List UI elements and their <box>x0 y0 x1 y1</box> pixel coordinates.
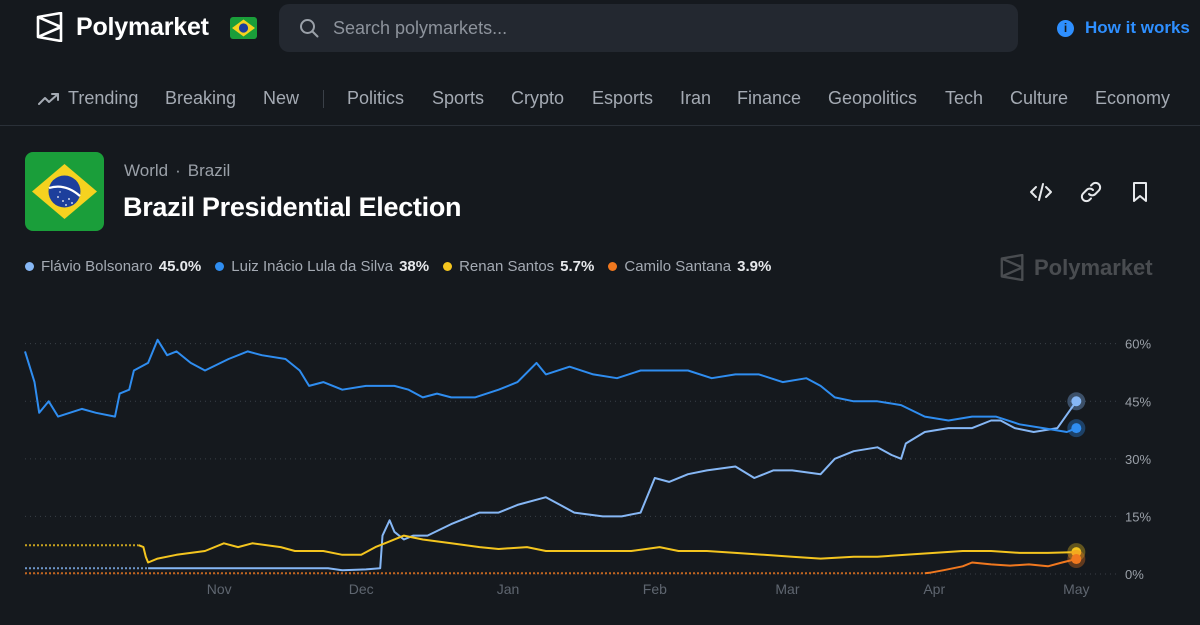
polymarket-logo-icon <box>1000 254 1024 281</box>
nav-item-tech[interactable]: Tech <box>945 88 984 108</box>
legend-name: Flávio Bolsonaro <box>41 258 153 275</box>
y-tick-label: 60% <box>1125 337 1151 352</box>
nav-divider <box>323 90 324 108</box>
y-tick-label: 0% <box>1125 567 1144 582</box>
chart-legend: Flávio Bolsonaro 45.0% Luiz Inácio Lula … <box>25 258 785 275</box>
series-line <box>24 338 1077 433</box>
top-bar: Polymarket i How it works <box>0 0 1200 60</box>
brazil-flag-icon <box>230 17 257 39</box>
series-end-marker <box>1071 396 1082 407</box>
legend-dot <box>608 262 618 271</box>
breadcrumb-world[interactable]: World <box>124 161 169 180</box>
watermark: Polymarket <box>1000 254 1153 281</box>
page-title: Brazil Presidential Election <box>123 192 462 222</box>
polymarket-logo-icon <box>36 12 63 42</box>
trending-icon <box>38 92 59 105</box>
nav-item-trending[interactable]: Trending <box>38 88 138 109</box>
nav-item-politics[interactable]: Politics <box>347 88 405 108</box>
series-end-marker <box>1071 554 1082 565</box>
price-chart[interactable]: 60% 45% 30% 15% 0% Nov Dec Jan Feb Mar Apr May <box>0 300 1200 625</box>
x-tick-label: Nov <box>207 581 232 597</box>
series-line <box>924 558 1077 575</box>
x-tick-label: Dec <box>349 581 374 597</box>
nav-item-crypto[interactable]: Crypto <box>511 88 565 108</box>
legend-dot <box>25 262 34 271</box>
how-it-works-link[interactable]: i How it works <box>1057 18 1190 38</box>
breadcrumb-brazil[interactable]: Brazil <box>187 161 231 180</box>
market-flag-icon <box>25 152 104 231</box>
series-end-marker <box>1071 423 1082 434</box>
search-bar[interactable] <box>279 4 1018 52</box>
breadcrumb: World · Brazil <box>124 161 231 180</box>
legend-item-renan-santos: Renan Santos 5.7% <box>443 258 594 275</box>
x-tick-label: Mar <box>775 581 799 597</box>
legend-value: 5.7% <box>560 258 595 275</box>
legend-name: Luiz Inácio Lula da Silva <box>231 258 394 275</box>
nav-item-finance[interactable]: Finance <box>737 88 802 108</box>
info-icon: i <box>1057 19 1074 37</box>
logo[interactable]: Polymarket <box>36 12 209 42</box>
y-tick-label: 45% <box>1125 394 1151 409</box>
nav-item-esports[interactable]: Esports <box>592 88 654 108</box>
y-tick-label: 30% <box>1125 452 1151 467</box>
legend-item-lula: Luiz Inácio Lula da Silva 38% <box>215 258 429 275</box>
nav-label: Trending <box>68 88 139 108</box>
legend-dot <box>443 262 453 271</box>
nav-item-new[interactable]: New <box>263 88 300 108</box>
x-tick-label: Feb <box>643 581 667 597</box>
series-line <box>148 400 1078 572</box>
search-input[interactable] <box>333 4 993 52</box>
x-tick-label: Jan <box>497 581 520 597</box>
nav-item-geopolitics[interactable]: Geopolitics <box>828 88 918 108</box>
legend-value: 45.0% <box>158 258 202 275</box>
nav-item-culture[interactable]: Culture <box>1010 88 1069 108</box>
search-icon <box>300 19 319 38</box>
x-tick-label: May <box>1063 581 1089 597</box>
series-end-marker <box>1071 547 1082 558</box>
how-it-works-label: How it works <box>1085 18 1190 37</box>
legend-name: Renan Santos <box>459 258 555 275</box>
nav-item-iran[interactable]: Iran <box>680 88 712 108</box>
category-nav: Trending Breaking New Politics Sports Cr… <box>0 72 1200 126</box>
watermark-text: Polymarket <box>1034 254 1153 280</box>
legend-value: 3.9% <box>737 258 772 275</box>
nav-item-sports[interactable]: Sports <box>432 88 485 108</box>
legend-item-camilo-santana: Camilo Santana 3.9% <box>608 258 771 275</box>
bookmark-icon[interactable] <box>1128 180 1152 204</box>
legend-value: 38% <box>399 258 430 275</box>
brand-name: Polymarket <box>76 12 209 41</box>
legend-dot <box>215 262 225 271</box>
link-icon[interactable] <box>1079 180 1103 204</box>
legend-item-bolsonaro: Flávio Bolsonaro 45.0% <box>25 258 201 275</box>
legend-name: Camilo Santana <box>624 258 732 275</box>
x-tick-label: Apr <box>923 581 945 597</box>
nav-item-economy[interactable]: Economy <box>1095 88 1171 108</box>
embed-icon[interactable] <box>1029 180 1053 204</box>
y-tick-label: 15% <box>1125 509 1151 524</box>
nav-item-breaking[interactable]: Breaking <box>165 88 237 108</box>
series-line <box>138 534 1077 564</box>
